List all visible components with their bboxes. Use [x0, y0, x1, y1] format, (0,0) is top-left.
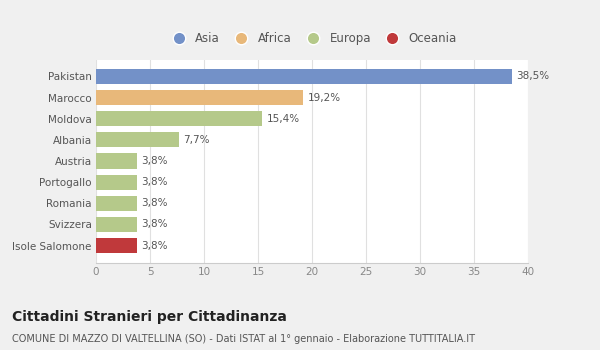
Text: 3,8%: 3,8% — [142, 177, 168, 187]
Bar — [96, 132, 179, 147]
Bar — [96, 217, 137, 232]
Text: 3,8%: 3,8% — [142, 241, 168, 251]
Text: 3,8%: 3,8% — [142, 198, 168, 208]
Text: 7,7%: 7,7% — [184, 135, 210, 145]
Bar — [96, 153, 137, 169]
Text: 38,5%: 38,5% — [516, 71, 549, 81]
Bar — [96, 69, 512, 84]
Text: 19,2%: 19,2% — [308, 92, 341, 103]
Text: 15,4%: 15,4% — [266, 114, 300, 124]
Legend: Asia, Africa, Europa, Oceania: Asia, Africa, Europa, Oceania — [163, 29, 461, 49]
Text: Cittadini Stranieri per Cittadinanza: Cittadini Stranieri per Cittadinanza — [12, 310, 287, 324]
Text: 3,8%: 3,8% — [142, 219, 168, 230]
Bar — [96, 90, 304, 105]
Text: COMUNE DI MAZZO DI VALTELLINA (SO) - Dati ISTAT al 1° gennaio - Elaborazione TUT: COMUNE DI MAZZO DI VALTELLINA (SO) - Dat… — [12, 334, 475, 344]
Bar — [96, 196, 137, 211]
Text: 3,8%: 3,8% — [142, 156, 168, 166]
Bar — [96, 238, 137, 253]
Bar — [96, 175, 137, 190]
Bar — [96, 111, 262, 126]
